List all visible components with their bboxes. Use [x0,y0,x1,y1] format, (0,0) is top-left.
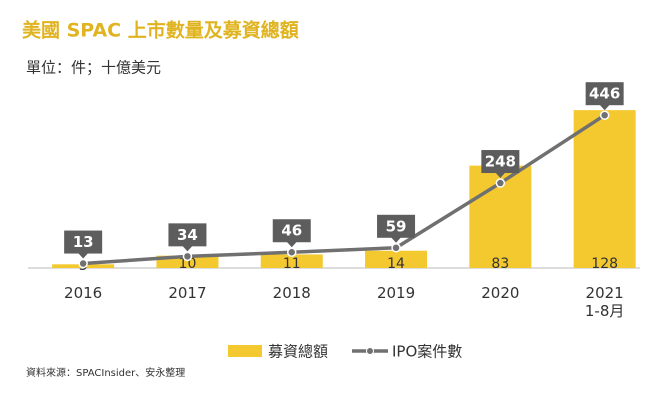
source-note: 資料來源：SPACInsider、安永整理 [26,366,185,379]
value-box-pointer [286,241,297,248]
value-box-pointer [599,104,610,111]
line-point [391,243,401,253]
value-box-pointer [182,245,193,252]
x-tick-label: 2018 [272,284,311,302]
chart-subtitle: 單位：件；十億美元 [26,59,161,77]
x-tick-label: 2021 1-8月 [584,284,625,320]
bar-value-label: 14 [387,256,405,272]
value-box [585,82,624,106]
bar [365,250,428,268]
line-value-label: 446 [589,85,620,103]
line-point [78,258,88,269]
line-value-label: 59 [386,217,407,235]
legend-swatch [228,345,262,357]
value-box-pointer [495,172,506,179]
legend-label: IPO案件數 [392,343,462,361]
line-point [495,178,506,188]
line-value-label: 248 [485,153,516,171]
bar-value-label: 11 [283,256,301,272]
value-box-pointer [78,253,89,259]
bar [573,110,636,268]
line-value-label: 13 [73,233,94,251]
x-tick-label: 2019 [376,284,416,302]
value-box-pointer [391,237,402,243]
x-tick-label: 2020 [481,284,520,302]
bar-value-label: 128 [591,256,618,272]
bar [260,254,323,268]
value-box [481,150,520,174]
line-value-label: 46 [281,222,302,240]
value-box [64,230,103,254]
value-box [272,219,311,243]
legend-swatch-dot [366,347,374,355]
chart-title: 美國 SPAC 上市數量及募資總額 [22,19,299,42]
bar-value-label: 83 [491,256,509,272]
x-tick-label: 2017 [168,284,207,302]
line-point [599,110,610,120]
value-box [168,223,207,247]
line-point [182,251,193,262]
line-value-label: 34 [177,226,198,244]
bar-value-label: 10 [179,256,197,272]
legend-label: 募資總額 [268,343,328,361]
value-box [377,214,416,238]
line-point [287,247,297,257]
x-tick-label: 2016 [64,284,103,302]
